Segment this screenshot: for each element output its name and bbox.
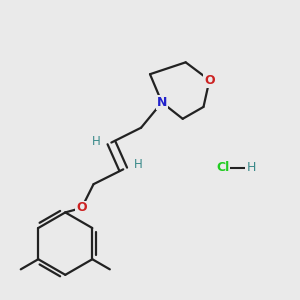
Text: N: N: [157, 96, 167, 109]
Text: Cl: Cl: [216, 161, 230, 174]
Text: O: O: [76, 202, 87, 214]
Text: H: H: [246, 161, 256, 174]
Text: O: O: [204, 74, 215, 87]
Text: H: H: [92, 135, 100, 148]
Text: H: H: [134, 158, 143, 171]
